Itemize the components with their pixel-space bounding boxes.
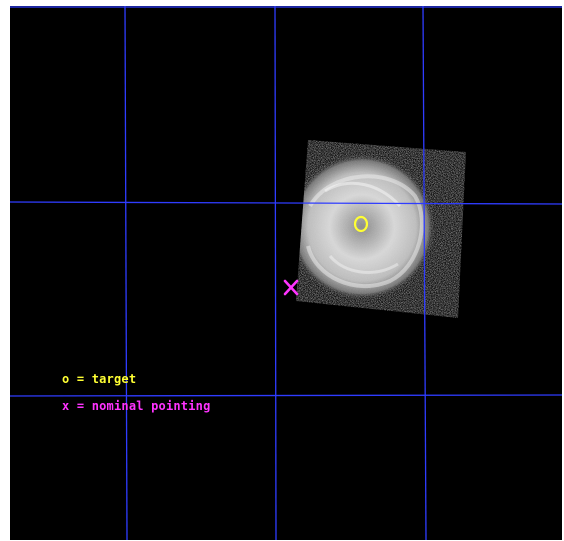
grid-line-vertical-3 bbox=[422, 6, 427, 540]
supernova-remnant bbox=[296, 155, 434, 299]
grid-line-vertical-1 bbox=[124, 6, 128, 540]
target-circle-marker bbox=[353, 215, 369, 233]
coordinate-grid bbox=[10, 6, 562, 540]
grid-line-horizontal-3 bbox=[10, 394, 562, 397]
sky-image-frame: o = target x = nominal pointing bbox=[10, 6, 562, 540]
grid-line-vertical-2 bbox=[274, 6, 277, 540]
sky-image-canvas bbox=[10, 6, 562, 540]
grid-line-horizontal-2 bbox=[10, 201, 562, 205]
legend-target-label: o = target bbox=[62, 372, 137, 386]
nominal-pointing-x-marker bbox=[283, 279, 299, 296]
legend-nominal-pointing-label: x = nominal pointing bbox=[62, 399, 211, 413]
